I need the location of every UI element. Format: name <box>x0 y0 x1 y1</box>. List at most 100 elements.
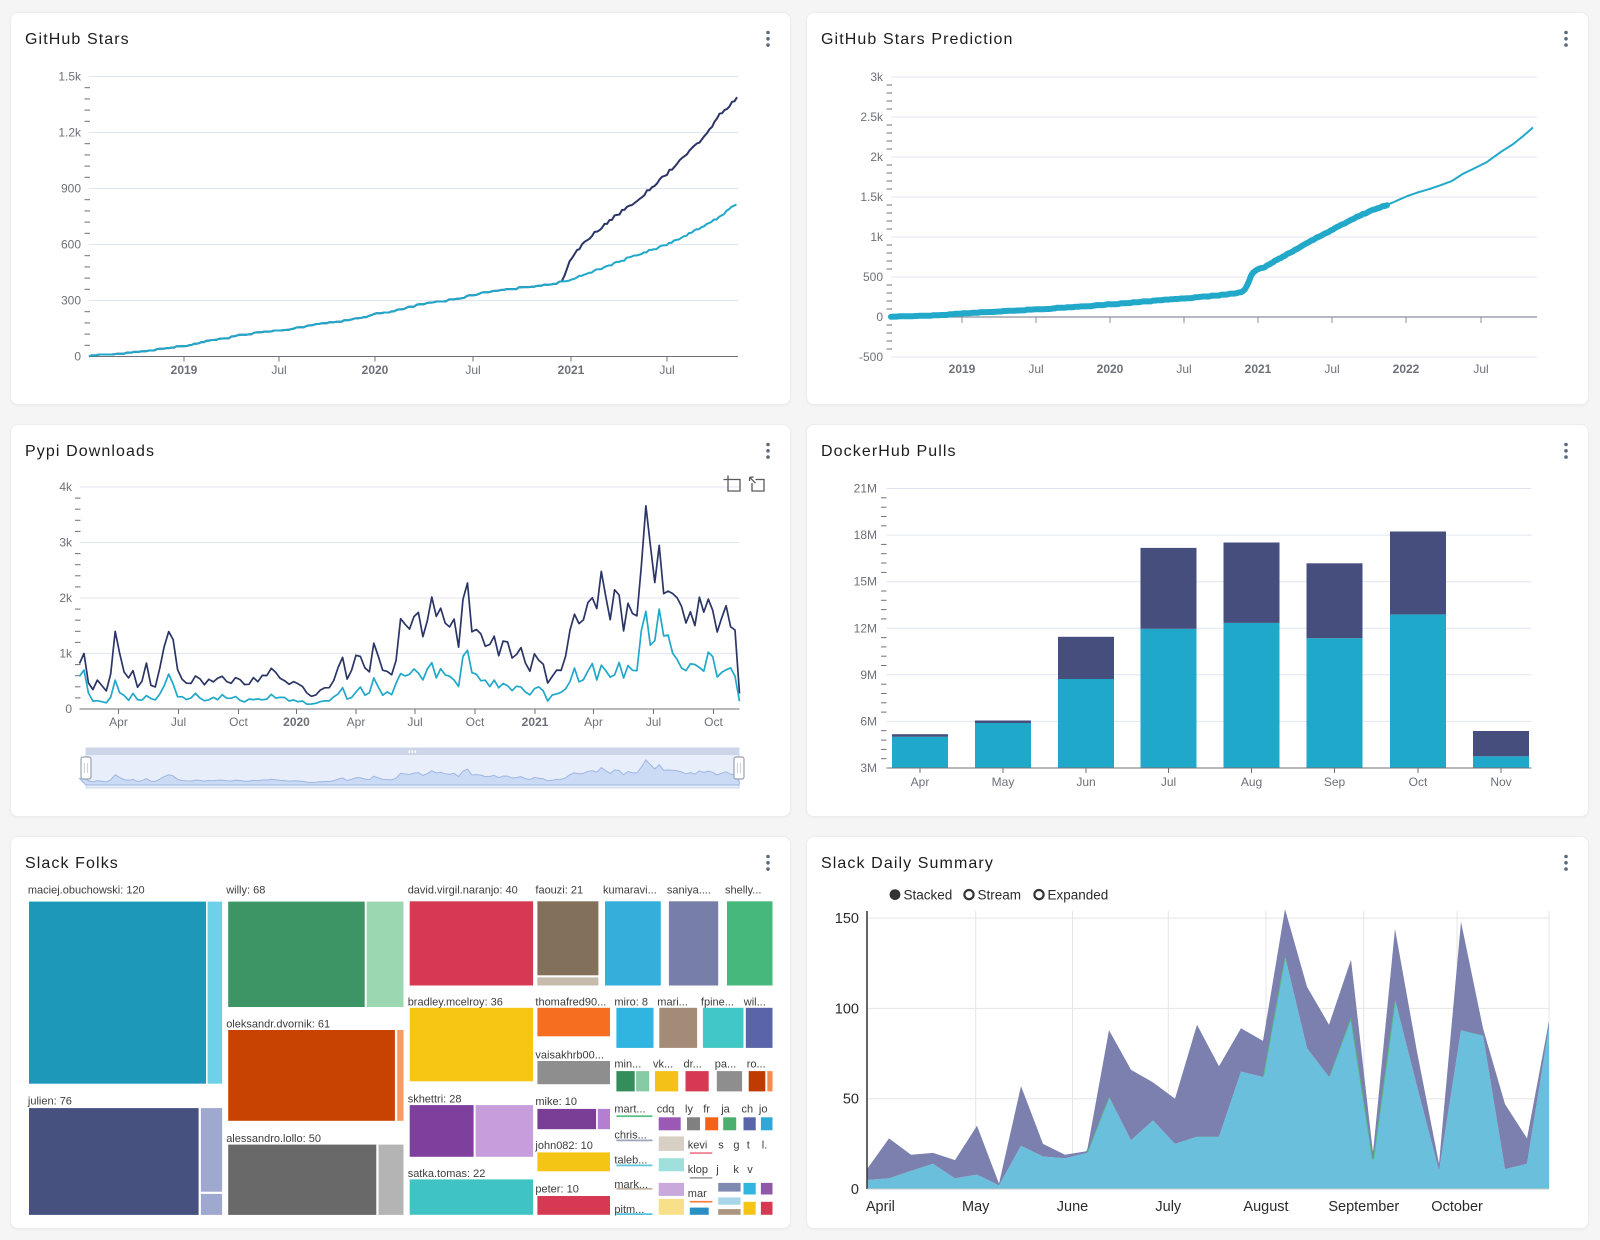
svg-text:2.5k: 2.5k <box>860 110 884 124</box>
svg-text:fpine...: fpine... <box>701 996 734 1008</box>
svg-text:2k: 2k <box>870 150 884 164</box>
svg-text:oleksandr.dvornik: 61: oleksandr.dvornik: 61 <box>226 1019 330 1031</box>
svg-text:150: 150 <box>835 911 859 927</box>
svg-text:Stream: Stream <box>978 887 1022 902</box>
svg-text:0: 0 <box>876 310 883 324</box>
svg-text:2021: 2021 <box>522 715 549 729</box>
svg-text:Jul: Jul <box>1028 362 1043 376</box>
svg-text:vk...: vk... <box>653 1059 673 1071</box>
svg-text:satka.tomas: 22: satka.tomas: 22 <box>408 1168 486 1180</box>
svg-text:cdq: cdq <box>657 1104 675 1116</box>
svg-text:Jul: Jul <box>1473 362 1488 376</box>
svg-text:900: 900 <box>61 182 81 196</box>
svg-text:Oct: Oct <box>466 715 485 729</box>
svg-text:saniya....: saniya.... <box>667 885 711 897</box>
svg-text:Oct: Oct <box>704 715 723 729</box>
svg-text:18M: 18M <box>854 528 877 542</box>
svg-text:1.2k: 1.2k <box>58 126 82 140</box>
svg-text:v: v <box>747 1164 753 1176</box>
svg-text:skhettri: 28: skhettri: 28 <box>408 1094 462 1106</box>
svg-text:j: j <box>715 1164 718 1176</box>
svg-text:May: May <box>962 1199 990 1215</box>
svg-text:21M: 21M <box>854 482 877 496</box>
svg-text:Aug: Aug <box>1241 775 1262 789</box>
svg-text:Jul: Jul <box>1161 775 1176 789</box>
svg-text:2021: 2021 <box>1245 362 1272 376</box>
svg-text:maciej.obuchowski: 120: maciej.obuchowski: 120 <box>28 885 145 897</box>
svg-text:ja: ja <box>720 1104 730 1116</box>
svg-text:August: August <box>1243 1199 1288 1215</box>
svg-text:September: September <box>1328 1199 1399 1215</box>
svg-text:miro: 8: miro: 8 <box>614 996 648 1008</box>
svg-text:Jul: Jul <box>1176 362 1191 376</box>
svg-text:Sep: Sep <box>1324 775 1346 789</box>
svg-text:12M: 12M <box>854 621 877 635</box>
svg-text:mart...: mart... <box>614 1104 645 1116</box>
svg-text:Stacked: Stacked <box>904 887 953 902</box>
svg-text:2020: 2020 <box>1097 362 1124 376</box>
svg-text:ch: ch <box>742 1104 754 1116</box>
svg-text:taleb...: taleb... <box>614 1155 647 1167</box>
svg-text:0: 0 <box>851 1182 859 1198</box>
svg-text:mark...: mark... <box>614 1179 648 1191</box>
svg-text:3M: 3M <box>860 761 877 775</box>
svg-text:kevi: kevi <box>688 1140 708 1152</box>
svg-text:500: 500 <box>863 270 883 284</box>
svg-text:July: July <box>1155 1199 1182 1215</box>
svg-text:pitm...: pitm... <box>614 1204 644 1216</box>
svg-text:2020: 2020 <box>283 715 310 729</box>
svg-text:15M: 15M <box>854 575 877 589</box>
svg-text:alessandro.lollo: 50: alessandro.lollo: 50 <box>226 1133 321 1145</box>
svg-text:fr: fr <box>703 1104 710 1116</box>
svg-text:1k: 1k <box>870 230 884 244</box>
svg-text:jo: jo <box>758 1104 768 1116</box>
svg-text:June: June <box>1057 1199 1088 1215</box>
svg-text:vaisakhrb00...: vaisakhrb00... <box>535 1049 603 1061</box>
svg-text:0: 0 <box>65 702 72 716</box>
svg-text:9M: 9M <box>860 668 877 682</box>
svg-text:2022: 2022 <box>1393 362 1420 376</box>
svg-text:2k: 2k <box>59 591 73 605</box>
svg-text:600: 600 <box>61 238 81 252</box>
svg-text:Jul: Jul <box>271 363 286 377</box>
svg-text:Nov: Nov <box>1490 775 1511 789</box>
svg-text:0: 0 <box>74 350 81 364</box>
svg-text:2020: 2020 <box>362 363 389 377</box>
svg-text:1k: 1k <box>59 647 73 661</box>
svg-text:Apr: Apr <box>347 715 366 729</box>
svg-text:john082: 10: john082: 10 <box>534 1140 593 1152</box>
svg-text:Jul: Jul <box>1324 362 1339 376</box>
svg-text:julien: 76: julien: 76 <box>27 1096 72 1108</box>
svg-text:t: t <box>747 1140 750 1152</box>
svg-text:chris...: chris... <box>614 1130 646 1142</box>
svg-text:4k: 4k <box>59 480 73 494</box>
svg-text:faouzi: 21: faouzi: 21 <box>535 885 583 897</box>
svg-text:Jul: Jul <box>646 715 661 729</box>
svg-text:1.5k: 1.5k <box>58 70 82 84</box>
svg-text:mike: 10: mike: 10 <box>535 1096 577 1108</box>
svg-text:-500: -500 <box>859 350 883 364</box>
svg-text:3k: 3k <box>870 70 884 84</box>
svg-text:bradley.mcelroy: 36: bradley.mcelroy: 36 <box>408 996 503 1008</box>
svg-text:100: 100 <box>835 1001 859 1017</box>
svg-text:kumaravi...: kumaravi... <box>603 885 657 897</box>
svg-text:October: October <box>1431 1199 1483 1215</box>
svg-text:April: April <box>866 1199 895 1215</box>
svg-text:david.virgil.naranjo: 40: david.virgil.naranjo: 40 <box>408 885 518 897</box>
svg-text:Apr: Apr <box>911 775 930 789</box>
svg-text:willy: 68: willy: 68 <box>225 885 265 897</box>
svg-text:2019: 2019 <box>171 363 198 377</box>
svg-text:klop: klop <box>688 1164 708 1176</box>
svg-text:Expanded: Expanded <box>1048 887 1109 902</box>
svg-text:ly: ly <box>685 1104 693 1116</box>
svg-text:Jul: Jul <box>407 715 422 729</box>
svg-text:Jul: Jul <box>465 363 480 377</box>
svg-text:Apr: Apr <box>584 715 603 729</box>
svg-text:300: 300 <box>61 294 81 308</box>
svg-text:shelly...: shelly... <box>725 885 761 897</box>
svg-text:1.5k: 1.5k <box>860 190 884 204</box>
svg-text:Oct: Oct <box>229 715 248 729</box>
svg-text:dr...: dr... <box>684 1059 702 1071</box>
svg-text:6M: 6M <box>860 714 877 728</box>
svg-text:pa...: pa... <box>715 1059 736 1071</box>
